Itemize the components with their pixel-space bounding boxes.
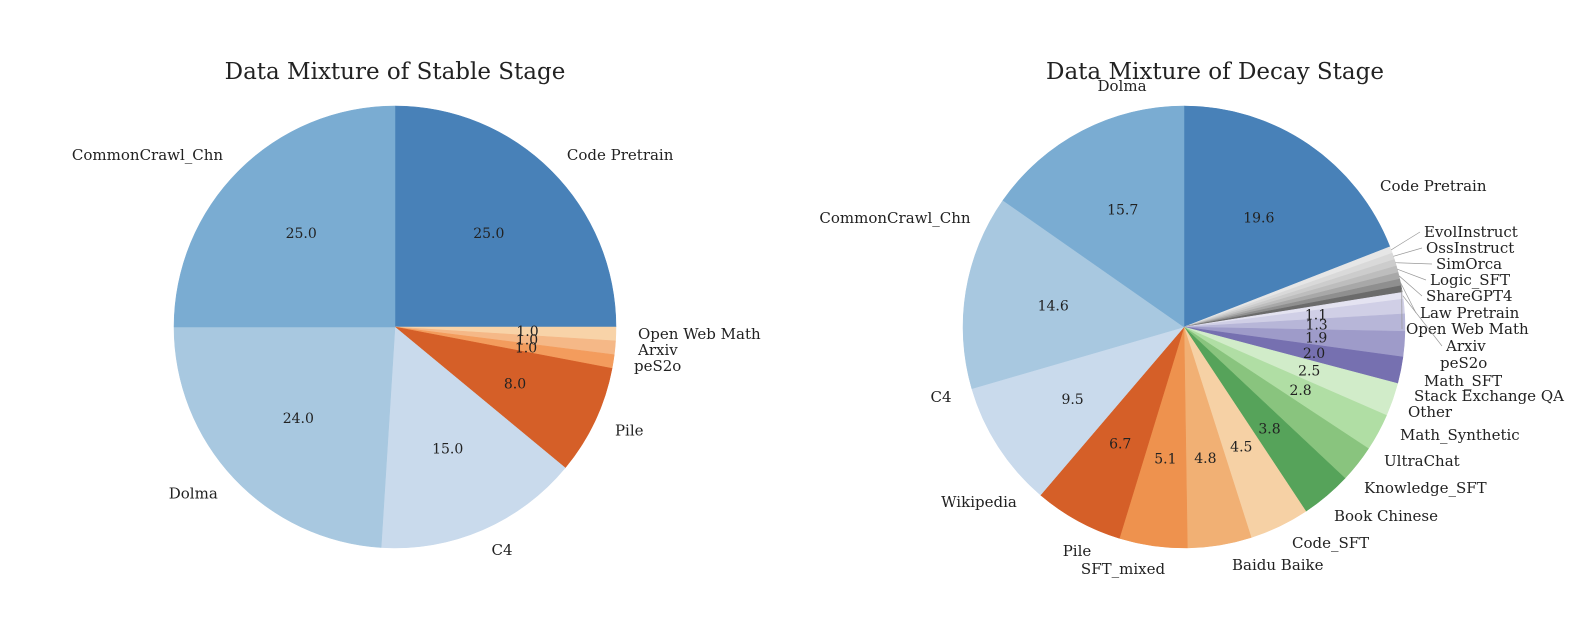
stable-stage-title: Data Mixture of Stable Stage [225,59,566,85]
pie-label-commoncrawl-chn: CommonCrawl_Chn [72,146,224,164]
pie-label-baidu-baike: Baidu Baike [1232,556,1324,574]
pie-label-code-pretrain: Code Pretrain [567,146,674,164]
pie-percent-label-dolma: 24.0 [283,411,314,427]
pie-label-open-web-math: Open Web Math [1406,320,1529,338]
pie-percent-label-ultrachat: 2.8 [1289,383,1311,399]
pie-label-sharegpt4: ShareGPT4 [1426,287,1513,305]
pie-percent-label-wikipedia: 9.5 [1061,392,1083,408]
pie-percent-label-commoncrawl-chn: 25.0 [286,226,317,242]
pie-percent-label-baidu-baike: 4.8 [1194,451,1216,467]
pie-percent-label-pile: 8.0 [504,377,526,393]
pie-percent-label-code-sft: 4.5 [1230,440,1252,456]
pie-label-pes2o: peS2o [634,357,681,375]
pie-label-dolma: Dolma [1097,77,1146,95]
pie-label-ultrachat: UltraChat [1384,452,1460,470]
pie-label-knowledge-sft: Knowledge_SFT [1364,479,1487,497]
pie-label-c4: C4 [492,541,513,559]
pie-percent-label-commoncrawl-chn: 15.7 [1107,202,1138,218]
pie-label-math-synthetic: Math_Synthetic [1400,426,1520,444]
pie-label-pile: Pile [1063,542,1092,560]
pie-percent-label-stack-exchange-qa: 1.9 [1305,330,1327,346]
pie-label-code-pretrain: Code Pretrain [1380,177,1487,195]
pie-label-pes2o: peS2o [1440,354,1487,372]
pie-label-sft-mixed: SFT_mixed [1081,560,1166,578]
pie-leader-evolinstruct [1391,232,1420,250]
pie-percent-label-sft-mixed: 5.1 [1154,451,1176,467]
pie-percent-label-book-chinese: 3.8 [1258,421,1280,437]
pie-slice-commoncrawl-chn [174,106,395,327]
pie-label-other: Other [1408,403,1453,421]
pie-percent-label-pes2o: 1.0 [515,341,537,357]
pie-percent-label-other: 2.0 [1303,346,1325,362]
pie-label-commoncrawl-chn: CommonCrawl_Chn [819,209,971,227]
pie-percent-label-c4: 14.6 [1038,298,1069,314]
pie-label-book-chinese: Book Chinese [1334,507,1438,525]
pie-percent-label-c4: 15.0 [432,442,463,458]
pie-leader-ossinstruct [1393,248,1422,256]
pie-percent-label-code-pretrain: 25.0 [473,226,504,242]
pie-percent-label-code-pretrain: 19.6 [1243,211,1274,227]
pie-label-dolma: Dolma [169,484,218,502]
pie-label-c4: C4 [930,388,951,406]
pie-percent-label-pile: 6.7 [1109,436,1131,452]
pie-label-pile: Pile [615,422,644,440]
pie-leader-simorca [1395,263,1432,264]
pie-slice-dolma [174,327,395,548]
pie-label-code-sft: Code_SFT [1292,534,1369,552]
pie-slice-code-pretrain [395,106,616,327]
pie-label-wikipedia: Wikipedia [941,493,1017,511]
pie-percent-label-math-synthetic: 2.5 [1298,364,1320,380]
pie-label-arxiv: Arxiv [1445,337,1486,355]
